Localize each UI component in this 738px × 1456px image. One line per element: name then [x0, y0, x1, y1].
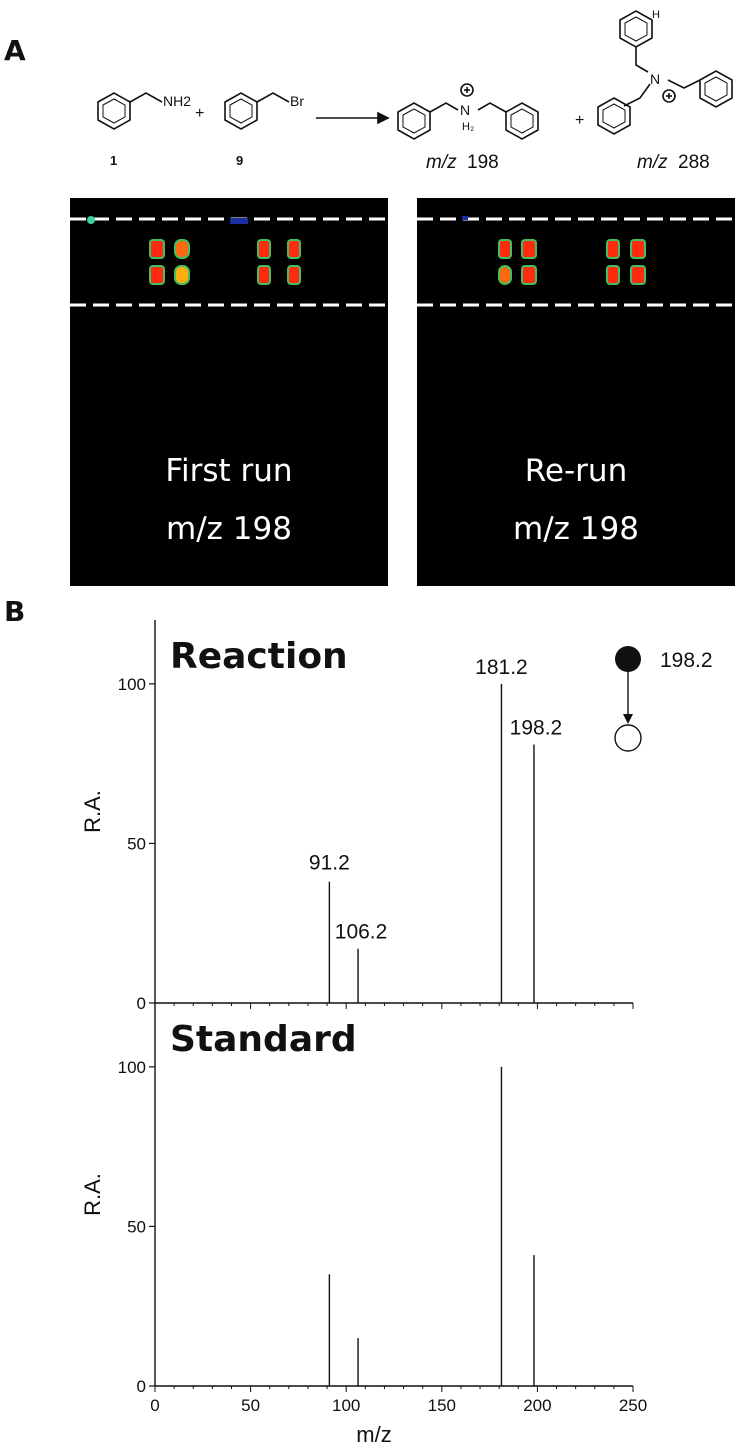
chart0-peak-label: 106.2 — [335, 921, 388, 944]
ammonium-h2-label: H₂ — [462, 121, 474, 133]
chart1-ytick-label: 0 — [137, 1377, 146, 1396]
chart1-xtick-label: 250 — [619, 1396, 647, 1415]
product1-mz-prefix: m/z — [426, 152, 457, 173]
compound-1-id: 1 — [110, 153, 117, 168]
chart1-ytick-label: 100 — [118, 1058, 146, 1077]
chart0-title: Reaction — [170, 636, 348, 677]
chart1-ylabel: R.A. — [80, 1173, 105, 1216]
tribenzyl-n-label: N — [650, 71, 660, 87]
chart1-xtick-label: 100 — [332, 1396, 360, 1415]
chart1-xtick-label: 50 — [241, 1396, 260, 1415]
precursor-filled-circle — [615, 646, 641, 672]
rerun-title: Re-run — [524, 453, 628, 489]
ammonium-n-label: N — [460, 102, 470, 118]
ms-image-first-run-spots — [70, 216, 388, 307]
chart0-ylabel: R.A. — [80, 790, 105, 833]
tribenzyl-h-label: H — [652, 9, 660, 21]
product2-mz-value: 288 — [678, 152, 710, 173]
product2-mz-prefix: m/z — [637, 152, 668, 173]
chart0-peak-label: 181.2 — [475, 656, 528, 679]
plus-sign-1: + — [195, 105, 204, 122]
chart0-peak-label: 198.2 — [510, 716, 563, 739]
chart1-ytick-label: 50 — [127, 1217, 146, 1236]
product1-mz-value: 198 — [467, 152, 499, 173]
precursor-label: 198.2 — [660, 649, 713, 672]
product-open-circle — [614, 724, 642, 752]
chart0-ytick-label: 100 — [118, 675, 146, 694]
scheme-structures — [97, 10, 733, 140]
panel-a-label: A — [4, 34, 26, 67]
plus-sign-2: + — [575, 112, 584, 129]
ms-image-rerun-spots — [417, 216, 735, 307]
first-run-title: First run — [165, 453, 293, 489]
reaction-scheme: NH2 Br + + N H₂ H N 1 9 m/z 198 m/z 288 — [97, 9, 733, 173]
chart1-xtick-label: 0 — [150, 1396, 159, 1415]
chart1-xtick-label: 200 — [523, 1396, 551, 1415]
chart1-xlabel: m/z — [356, 1422, 391, 1447]
amine-group-label: NH2 — [163, 93, 191, 109]
chart1-xtick-label: 150 — [428, 1396, 456, 1415]
ms-image-first-run: First run m/z 198 — [70, 198, 388, 586]
compound-9-id: 9 — [236, 153, 243, 168]
ms-image-rerun: Re-run m/z 198 — [417, 198, 735, 586]
chart0-ytick-label: 50 — [127, 834, 146, 853]
chart0-ytick-label: 0 — [137, 994, 146, 1013]
chart1-title: Standard — [170, 1019, 357, 1060]
first-run-mz: m/z 198 — [166, 511, 292, 547]
chart0-peak-label: 91.2 — [309, 852, 350, 875]
precursor-arrow-head — [623, 714, 633, 724]
bromide-group-label: Br — [290, 93, 304, 109]
panel-b-label: B — [4, 595, 26, 628]
rerun-mz: m/z 198 — [513, 511, 639, 547]
